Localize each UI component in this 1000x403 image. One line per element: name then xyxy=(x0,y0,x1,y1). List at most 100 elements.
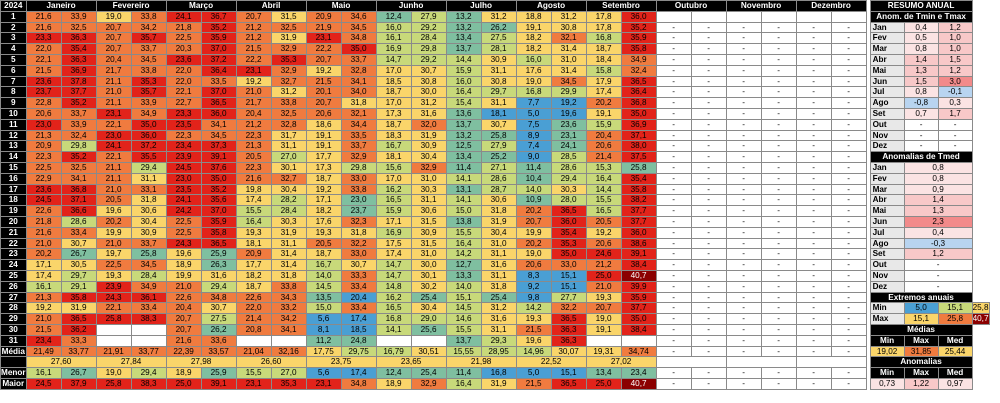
tmax-cell[interactable]: 28,1 xyxy=(480,43,517,55)
day-number[interactable]: 20 xyxy=(0,215,27,228)
tmin-cell[interactable]: 21,5 xyxy=(305,75,342,88)
tmax-cell[interactable]: - xyxy=(760,75,797,88)
month-header[interactable]: Abril xyxy=(235,0,307,12)
tmin-cell[interactable]: 16,4 xyxy=(235,215,272,228)
tmin-cell[interactable]: - xyxy=(725,140,762,153)
tmin-cell[interactable]: 14,7 xyxy=(375,53,412,66)
tmax-cell[interactable]: 33,9 xyxy=(60,10,97,23)
tmin-cell[interactable]: 22,6 xyxy=(25,205,62,217)
extremos-max-label[interactable]: Max xyxy=(869,313,905,325)
tmax-cell[interactable]: - xyxy=(760,259,797,271)
tmax-cell[interactable]: 31,6 xyxy=(480,259,517,271)
tmax-cell[interactable]: 23,7 xyxy=(340,205,377,217)
tmax-cell[interactable]: - xyxy=(830,323,867,336)
tmin-cell[interactable] xyxy=(795,10,832,23)
tmin-cell[interactable]: 22,5 xyxy=(165,32,202,45)
tmax-cell[interactable]: 36,3 xyxy=(60,53,97,66)
tmin-cell[interactable]: - xyxy=(725,64,762,77)
tmin-cell[interactable]: 21,3 xyxy=(235,140,272,153)
tmax-cell[interactable]: 37,3 xyxy=(200,140,237,153)
day-number[interactable]: 23 xyxy=(0,248,27,261)
tmax-cell[interactable]: 37,7 xyxy=(60,86,97,99)
tmin-cell[interactable] xyxy=(235,334,272,347)
gap-cell[interactable] xyxy=(866,356,871,368)
gap-cell[interactable] xyxy=(866,324,871,336)
tmax-cell[interactable]: - xyxy=(760,323,797,336)
tmax-cell[interactable]: 31,2 xyxy=(410,97,447,109)
tmin-cell[interactable]: 16,0 xyxy=(515,53,552,66)
tmax-cell[interactable]: 30,7 xyxy=(200,302,237,315)
tmax-cell[interactable]: 35,9 xyxy=(200,32,237,45)
gap-cell[interactable] xyxy=(866,227,871,239)
tmax-cell[interactable]: - xyxy=(830,64,867,77)
maior-tmax[interactable]: 34,8 xyxy=(340,377,377,390)
tmax-cell[interactable]: - xyxy=(830,161,867,174)
tmin-cell[interactable] xyxy=(375,334,412,347)
tmin-cell[interactable]: 14,0 xyxy=(445,280,482,293)
media-tmax[interactable]: 32,16 xyxy=(270,345,307,358)
tmin-cell[interactable]: - xyxy=(725,151,762,163)
menor-tmax[interactable]: 26,7 xyxy=(60,367,97,379)
tmin-cell[interactable]: - xyxy=(725,32,762,45)
tmin-cell[interactable]: - xyxy=(655,302,692,315)
tmax-cell[interactable]: 39,9 xyxy=(620,280,657,293)
tmin-cell[interactable]: 17,7 xyxy=(235,259,272,271)
tmin-cell[interactable]: 21,4 xyxy=(235,313,272,325)
tmin-cell[interactable]: 21,2 xyxy=(235,118,272,131)
tmax-cell[interactable]: - xyxy=(830,32,867,45)
day-number[interactable]: 17 xyxy=(0,183,27,196)
tmin-cell[interactable]: - xyxy=(655,237,692,250)
tmax-cell[interactable]: 34,1 xyxy=(340,75,377,88)
anom-tmin-value[interactable]: 0,8 xyxy=(903,86,939,99)
tmax-cell[interactable]: - xyxy=(830,172,867,185)
tmin-cell[interactable]: 24,1 xyxy=(95,140,132,153)
tmax-cell[interactable]: 25,4 xyxy=(410,291,447,304)
tmin-cell[interactable]: 7,4 xyxy=(515,140,552,153)
tmin-cell[interactable]: 19,7 xyxy=(95,248,132,261)
tmin-cell[interactable]: 14,2 xyxy=(445,248,482,261)
tmax-cell[interactable]: 36,9 xyxy=(60,64,97,77)
tmin-cell[interactable]: 10,9 xyxy=(515,194,552,207)
tmax-cell[interactable]: 33,1 xyxy=(130,183,167,196)
tmin-cell[interactable]: 17,6 xyxy=(305,215,342,228)
tmin-cell[interactable]: 17,8 xyxy=(585,21,622,34)
tmin-cell[interactable]: 21,9 xyxy=(305,21,342,34)
day-number[interactable]: 24 xyxy=(0,259,27,271)
tmax-cell[interactable]: 31,9 xyxy=(480,215,517,228)
tmin-cell[interactable]: 21,1 xyxy=(95,161,132,174)
tmax-cell[interactable]: - xyxy=(690,32,727,45)
tmin-cell[interactable]: - xyxy=(725,259,762,271)
tmin-cell[interactable]: 22,1 xyxy=(95,302,132,315)
anom-tmed-value[interactable]: 0,9 xyxy=(903,183,973,196)
tmin-cell[interactable]: 23,5 xyxy=(165,183,202,196)
tmin-cell[interactable]: 22,2 xyxy=(235,53,272,66)
tmax-cell[interactable]: 35,0 xyxy=(130,118,167,131)
anom-tmin-value[interactable]: - xyxy=(903,129,939,142)
tmin-cell[interactable]: 20,4 xyxy=(95,53,132,66)
tmax-cell[interactable]: 30,3 xyxy=(410,183,447,196)
tmax-cell[interactable]: 32,5 xyxy=(270,107,307,120)
resumo-month-label[interactable]: Mar xyxy=(869,183,905,196)
tmin-cell[interactable]: 16,5 xyxy=(375,194,412,207)
tmin-cell[interactable]: - xyxy=(725,280,762,293)
tmax-cell[interactable]: 35,4 xyxy=(620,172,657,185)
anom-tmin-value[interactable]: 0,8 xyxy=(903,43,939,55)
tmin-cell[interactable]: - xyxy=(655,129,692,142)
tmin-cell[interactable]: 20,2 xyxy=(515,237,552,250)
tmin-cell[interactable]: - xyxy=(655,21,692,34)
tmax-cell[interactable]: 31,8 xyxy=(340,97,377,109)
tmax-cell[interactable]: 34,5 xyxy=(550,75,587,88)
tmax-cell[interactable]: 31,9 xyxy=(60,302,97,315)
tmax-cell[interactable]: 25,8 xyxy=(480,129,517,142)
tmax-cell[interactable]: 35,8 xyxy=(620,43,657,55)
media-mean[interactable]: 21,98 xyxy=(445,356,517,369)
tmax-cell[interactable]: - xyxy=(690,140,727,153)
tmax-cell[interactable]: 36,0 xyxy=(130,129,167,142)
tmax-cell[interactable]: 27,1 xyxy=(480,161,517,174)
tmax-cell[interactable]: 29,0 xyxy=(410,313,447,325)
tmin-cell[interactable]: 15,8 xyxy=(585,64,622,77)
tmax-cell[interactable]: 30,1 xyxy=(410,269,447,282)
tmin-cell[interactable]: 20,5 xyxy=(235,151,272,163)
tmin-cell[interactable]: 14,4 xyxy=(445,53,482,66)
tmax-cell[interactable]: 34,8 xyxy=(340,32,377,45)
